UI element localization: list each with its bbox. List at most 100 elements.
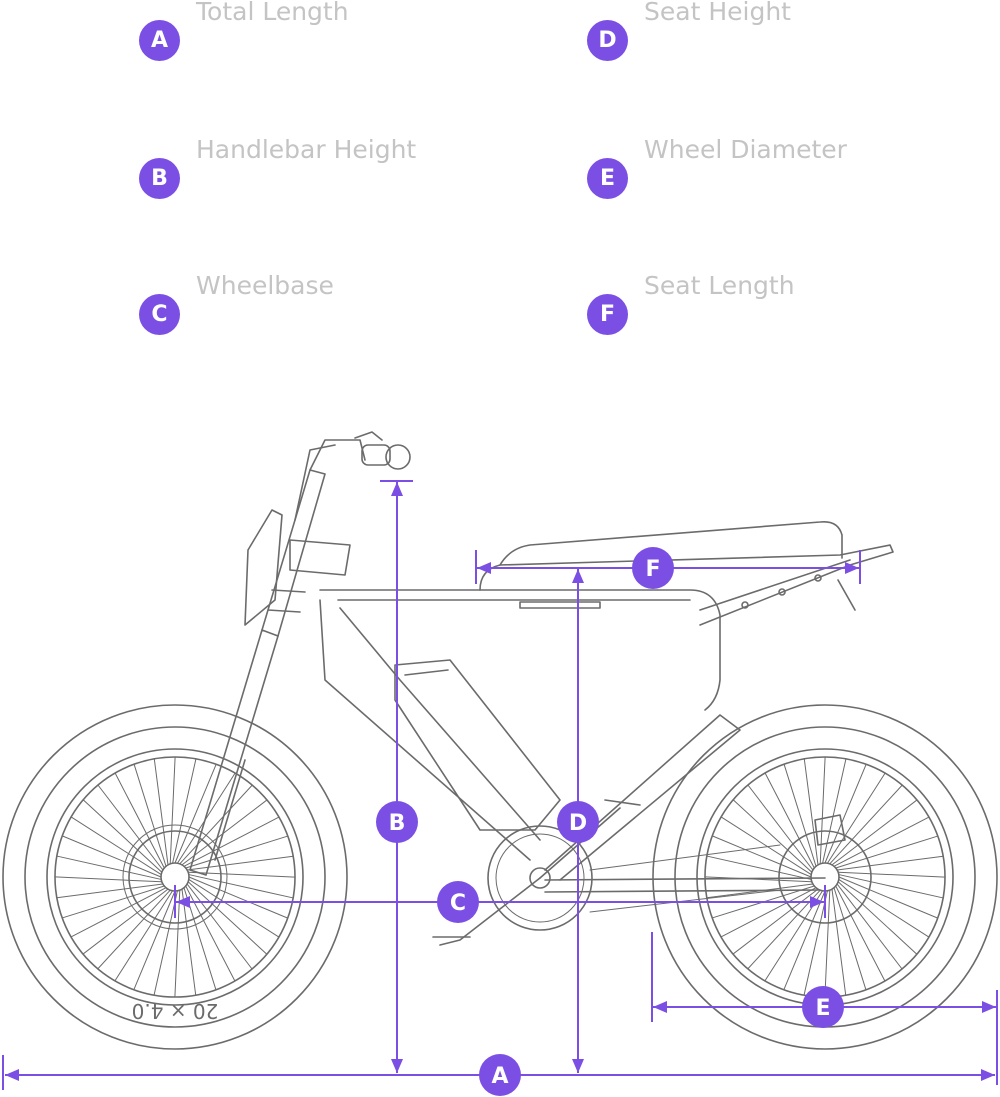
legend-label: Wheelbase: [196, 271, 334, 300]
dim-label-a: A: [491, 1064, 508, 1089]
spoke: [747, 889, 821, 970]
dimension-a: A: [2, 990, 998, 1096]
spoke: [56, 883, 164, 899]
dimension-c: C: [174, 881, 826, 923]
spoke: [704, 876, 813, 883]
spoke: [833, 887, 867, 991]
dimension-e: E: [651, 932, 996, 1028]
legend-handlebar-height: B Handlebar Height: [139, 135, 417, 199]
spoke: [783, 890, 826, 991]
spoke: [181, 799, 268, 866]
spoke: [803, 890, 828, 996]
spoke: [70, 887, 167, 938]
dim-label-d: D: [569, 811, 587, 836]
legend-seat-length: F Seat Length: [587, 271, 795, 335]
bike-drawing: 20 × 4.0: [2, 431, 998, 1050]
front-wheel: [2, 704, 348, 1050]
tire-text: 20 × 4.0: [132, 999, 219, 1023]
legend-label: Handlebar Height: [196, 135, 417, 164]
spoke: [169, 756, 176, 865]
spoke: [174, 889, 181, 998]
legend-wheel-diameter: E Wheel Diameter: [587, 135, 847, 199]
spoke: [833, 816, 930, 867]
spoke: [831, 799, 918, 866]
legend-wheelbase: C Wheelbase: [139, 271, 334, 335]
legend-seat-height: D Seat Height: [587, 0, 791, 61]
spoke: [185, 885, 236, 982]
dimension-f: F: [475, 547, 861, 589]
spoke: [82, 888, 169, 955]
spoke: [837, 881, 918, 955]
spoke: [732, 799, 813, 873]
spoke: [54, 876, 163, 883]
spoke: [826, 772, 886, 864]
spoke: [97, 784, 164, 871]
legend-total-length: A Total Length: [139, 0, 349, 61]
spoke: [838, 876, 939, 919]
spoke: [179, 784, 253, 865]
dim-label-b: B: [389, 811, 406, 836]
spoke: [831, 888, 847, 996]
spoke: [172, 758, 197, 864]
spoke: [836, 855, 944, 871]
spoke: [838, 874, 944, 899]
dimension-b: B: [376, 480, 418, 1073]
spoke: [822, 758, 847, 864]
spoke: [720, 816, 812, 876]
spoke: [829, 784, 903, 865]
spoke: [181, 888, 197, 996]
spoke: [837, 871, 946, 878]
dim-label-e: E: [815, 996, 830, 1021]
spoke: [835, 885, 886, 982]
spoke: [720, 887, 817, 938]
spoke: [174, 763, 217, 864]
badge-e: E: [587, 158, 628, 199]
spoke: [803, 758, 819, 866]
spoke: [838, 878, 930, 938]
spoke: [186, 883, 253, 970]
rear-wheel: [652, 704, 998, 1050]
spoke: [836, 883, 903, 970]
badge-a: A: [139, 20, 180, 61]
spoke: [153, 758, 169, 866]
spoke: [747, 784, 814, 871]
spoke: [706, 855, 812, 880]
spoke: [819, 756, 826, 865]
spoke: [153, 890, 178, 996]
spoke: [188, 876, 289, 919]
spoke: [188, 874, 294, 899]
spoke: [97, 889, 171, 970]
spoke: [114, 772, 165, 869]
dim-label-f: F: [645, 557, 660, 582]
spoke: [187, 881, 268, 955]
legend-label: Seat Length: [644, 271, 795, 300]
badge-d: D: [587, 20, 628, 61]
spoke: [732, 888, 819, 955]
spoke: [764, 772, 815, 869]
badge-c: C: [139, 294, 180, 335]
spoke: [183, 816, 280, 867]
spoke: [824, 889, 831, 998]
spoke: [70, 816, 162, 876]
legend-label: Wheel Diameter: [644, 135, 847, 164]
badge-f: F: [587, 294, 628, 335]
legend-label: Total Length: [196, 0, 349, 26]
spoke: [133, 763, 167, 867]
dim-label-c: C: [450, 891, 466, 916]
spoke: [188, 878, 280, 938]
spoke: [711, 835, 812, 878]
spoke: [133, 890, 176, 991]
spoke: [783, 763, 817, 867]
spoke: [824, 763, 867, 864]
dimension-d: D: [557, 569, 599, 1073]
spoke: [56, 855, 162, 880]
spoke: [61, 835, 162, 878]
legend-label: Seat Height: [644, 0, 791, 26]
spoke: [61, 885, 165, 919]
spoke: [82, 799, 163, 873]
spoke: [114, 890, 174, 982]
spoke: [186, 855, 294, 871]
spoke: [185, 835, 289, 869]
badge-b: B: [139, 158, 180, 199]
